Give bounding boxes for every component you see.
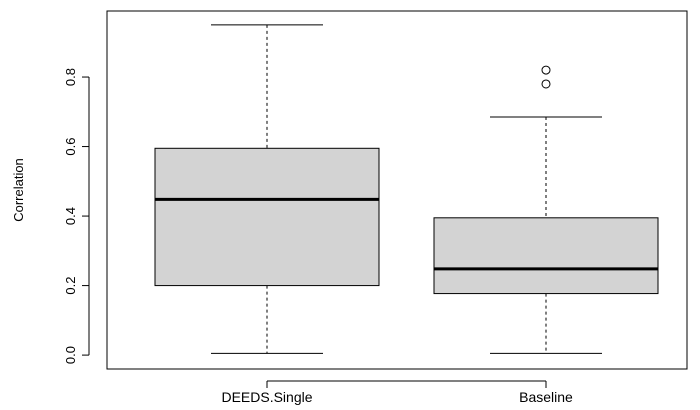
box-deeds-single xyxy=(154,147,380,287)
x-tick-label-baseline: Baseline xyxy=(519,389,573,405)
y-tick-label: 0.0 xyxy=(63,346,78,364)
x-tick-label-deeds-single: DEEDS.Single xyxy=(221,389,312,405)
box-baseline xyxy=(433,217,659,295)
y-axis-title: Correlation xyxy=(11,158,26,222)
plot-frame xyxy=(106,10,688,370)
y-tick-label: 0.6 xyxy=(63,138,78,156)
outlier-baseline-0 xyxy=(541,79,551,89)
y-tick-label: 0.8 xyxy=(63,68,78,86)
outlier-baseline-1 xyxy=(541,65,551,75)
y-tick-label: 0.4 xyxy=(63,207,78,225)
y-tick-label: 0.2 xyxy=(63,277,78,295)
